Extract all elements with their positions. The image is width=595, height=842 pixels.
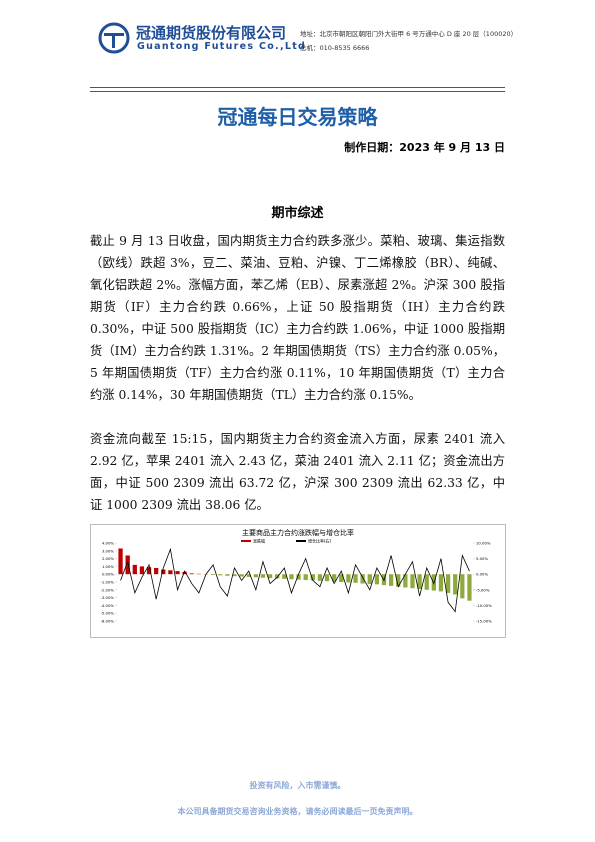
- bar: [175, 571, 180, 575]
- bar: [317, 574, 323, 581]
- company-en: Guantong Futures Co.,Ltd: [137, 41, 307, 52]
- chart-title: 主要商品主力合约涨跌幅与增仓比率: [242, 528, 354, 537]
- bar: [339, 574, 344, 582]
- bar: [132, 564, 137, 575]
- y2-tick-label: 10.00%: [476, 541, 491, 546]
- bar: [438, 574, 444, 592]
- y-tick-label: -1.00%: [101, 580, 115, 585]
- bar: [154, 567, 159, 575]
- bar: [417, 574, 422, 590]
- y-tick-label: -4.00%: [101, 603, 115, 608]
- y-tick-label: 1.00%: [102, 564, 114, 569]
- bar: [388, 574, 394, 586]
- bar: [118, 548, 123, 575]
- bar: [374, 574, 380, 585]
- y-tick-label: -5.00%: [101, 611, 115, 616]
- section-title: 期市综述: [271, 206, 324, 221]
- y-tick-label: -6.00%: [101, 619, 115, 624]
- bar: [125, 555, 130, 575]
- y-tick-label: 0.00%: [102, 572, 114, 577]
- bar: [396, 574, 401, 587]
- bar: [289, 574, 294, 580]
- paragraph: 截止 9 月 13 日收盘，国内期货主力合约跌多涨少。菜粕、玻璃、集运指数（欧线…: [90, 234, 505, 402]
- bar: [367, 574, 372, 584]
- footer: 投资有风险，入市需谨慎。: [249, 781, 346, 790]
- rule: [90, 91, 505, 92]
- bar: [282, 574, 287, 579]
- y2-tick-label: 5.00%: [476, 556, 488, 561]
- bar: [139, 566, 145, 575]
- bar: [360, 574, 365, 584]
- bar: [246, 574, 251, 577]
- bar: [225, 574, 230, 576]
- bar: [403, 574, 408, 588]
- bar: [324, 574, 330, 582]
- bar: [189, 573, 194, 575]
- bar: [453, 574, 458, 595]
- legend-label: 涨跌幅: [253, 538, 265, 544]
- title: 冠通每日交易策略: [217, 105, 378, 129]
- bar: [218, 574, 223, 576]
- bar: [146, 567, 152, 575]
- bar: [296, 574, 301, 580]
- paragraph: 资金流向截至 15:15，国内期货主力合约资金流入方面，尿素 2401 流入 2…: [90, 432, 505, 512]
- bar: [161, 569, 166, 575]
- bar: [445, 574, 451, 593]
- bar: [260, 574, 266, 578]
- bar: [182, 571, 187, 575]
- bar: [253, 574, 258, 578]
- bar: [332, 574, 337, 582]
- bar: [168, 570, 173, 575]
- footer: 本公司具备期货交易咨询业务资格，请务必阅读最后一页免责声明。: [177, 807, 418, 816]
- y-tick-label: 2.00%: [102, 556, 114, 561]
- legend-label: 增仓比率(右): [308, 538, 332, 544]
- y-tick-label: 3.00%: [102, 548, 114, 553]
- y2-tick-label: 0.00%: [476, 572, 488, 577]
- bar: [410, 574, 415, 589]
- y2-tick-label: -5.00%: [476, 587, 490, 592]
- bar: [239, 574, 244, 577]
- rule: [90, 87, 505, 88]
- y-tick-label: -2.00%: [101, 587, 115, 592]
- bar: [310, 574, 315, 581]
- date: 制作日期：2023 年 9 月 13 日: [344, 141, 505, 154]
- bar: [460, 574, 465, 599]
- logo: [98, 22, 130, 54]
- chart: 主要商品主力合约涨跌幅与增仓比率 4.00% 3.00% 2.00% 1.00% 0.0…: [90, 524, 506, 638]
- y2-tick-label: -10.00%: [476, 603, 492, 608]
- bar: [275, 574, 280, 579]
- bar: [353, 574, 358, 583]
- address: 地址：北京市朝阳区朝阳门外大街甲 6 号万通中心 D 座 20 层（100020…: [300, 30, 518, 38]
- bar: [467, 574, 472, 601]
- line: [120, 547, 470, 613]
- bar: [210, 574, 216, 575]
- bar: [232, 574, 237, 577]
- y-tick-label: 4.00%: [102, 541, 114, 546]
- company: 冠通期货股份有限公司: [136, 24, 287, 42]
- phone: 总机：010-8535 6666: [300, 44, 370, 52]
- bar: [346, 574, 351, 583]
- bar: [303, 574, 308, 581]
- bar: [424, 574, 429, 590]
- y-tick-label: -3.00%: [101, 595, 115, 600]
- y2-tick-label: -15.00%: [476, 619, 492, 624]
- bar: [267, 574, 273, 579]
